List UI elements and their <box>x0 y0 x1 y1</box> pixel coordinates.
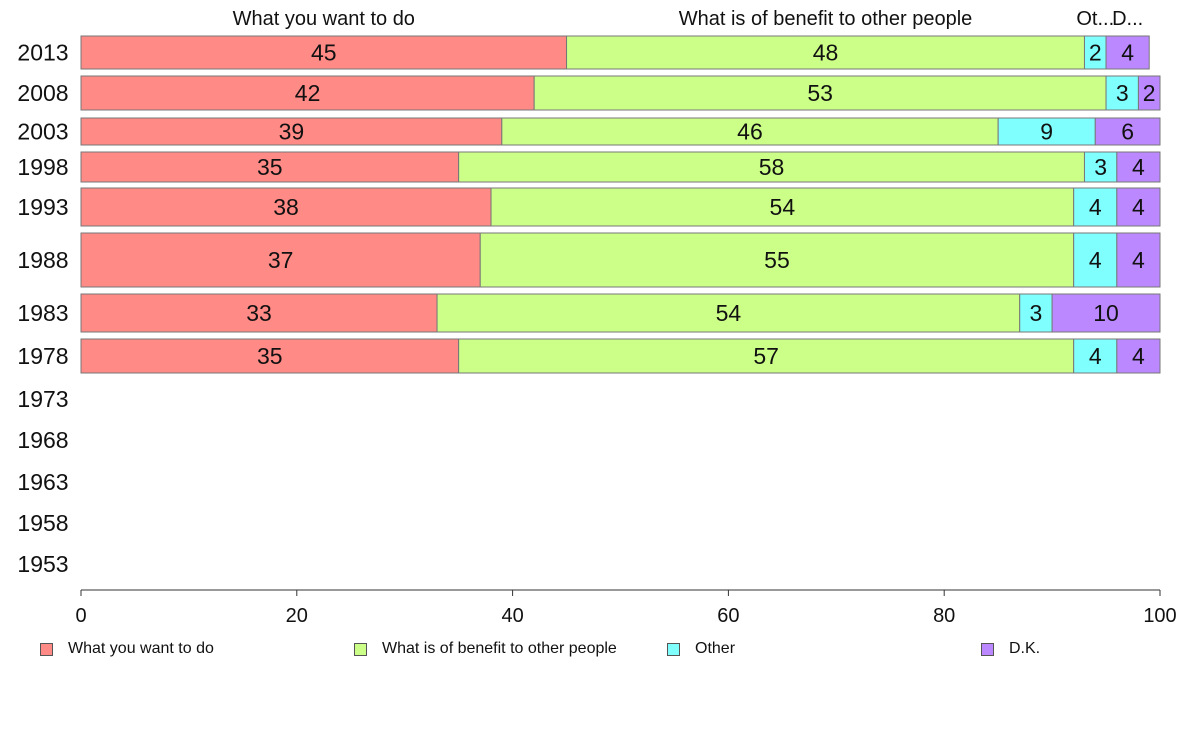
category-label: 1958 <box>17 510 68 536</box>
data-label: 53 <box>807 80 833 106</box>
bar-segment <box>566 35 1085 70</box>
data-label: 55 <box>764 247 790 273</box>
series-header: What is of benefit to other people <box>679 8 973 30</box>
data-label: 2 <box>1143 80 1156 106</box>
category-label: 1953 <box>17 551 68 577</box>
legend-label: Other <box>695 640 736 657</box>
category-label: 1998 <box>17 154 68 180</box>
bar-segment <box>1116 187 1161 227</box>
bar-segment <box>80 338 460 374</box>
bar-segment <box>80 35 568 70</box>
bar-segment <box>1116 151 1161 183</box>
x-tick-label: 40 <box>501 605 523 627</box>
bar-segment <box>80 75 535 111</box>
data-label: 33 <box>246 300 272 326</box>
data-label: 10 <box>1093 300 1119 326</box>
legend-label: What is of benefit to other people <box>382 640 617 657</box>
data-label: 4 <box>1132 343 1145 369</box>
data-label: 9 <box>1040 119 1053 145</box>
legend-swatch <box>981 642 994 656</box>
data-label: 2 <box>1089 40 1102 66</box>
data-label: 38 <box>273 194 299 220</box>
data-label: 4 <box>1132 247 1145 273</box>
legend-item: What is of benefit to other people <box>354 640 617 658</box>
legend-label: What you want to do <box>68 640 214 657</box>
data-label: 4 <box>1132 154 1145 180</box>
data-label: 3 <box>1094 154 1107 180</box>
x-tick-label: 20 <box>286 605 308 627</box>
category-label: 1978 <box>17 343 68 369</box>
bar-segment <box>80 151 460 183</box>
data-label: 3 <box>1116 80 1129 106</box>
category-label: 1988 <box>17 247 68 273</box>
bar-segment <box>1051 293 1161 333</box>
data-label: 4 <box>1089 343 1102 369</box>
bar-segment <box>997 117 1096 146</box>
data-label: 4 <box>1132 194 1145 220</box>
chart: What you want to do What is of benefit to… <box>17 8 1176 627</box>
data-label: 4 <box>1089 194 1102 220</box>
data-label: 4 <box>1121 40 1134 66</box>
bar-segment <box>1073 187 1118 227</box>
bar-segment <box>1073 338 1118 374</box>
data-label: 35 <box>257 154 283 180</box>
bar-segment <box>436 293 1021 333</box>
category-label: 2013 <box>17 40 68 66</box>
bar-segment <box>479 232 1075 288</box>
bar-segment <box>80 293 438 333</box>
legend-swatch <box>667 642 680 656</box>
category-label: 1983 <box>17 300 68 326</box>
bar-segment <box>458 338 1075 374</box>
legend-item: Other <box>667 640 735 658</box>
x-tick-label: 100 <box>1143 605 1176 627</box>
data-label: 37 <box>268 247 294 273</box>
bar-segment <box>458 151 1085 183</box>
series-header: Ot... <box>1076 8 1114 30</box>
bar-segment <box>80 117 503 146</box>
legend-swatch <box>40 642 53 656</box>
category-label: 1963 <box>17 469 68 495</box>
bar-segment <box>501 117 999 146</box>
bar-segment <box>533 75 1107 111</box>
category-label: 2008 <box>17 80 68 106</box>
data-label: 42 <box>295 80 321 106</box>
bar-segment <box>1073 232 1118 288</box>
category-label: 1993 <box>17 194 68 220</box>
legend-item: D.K. <box>981 640 1040 658</box>
data-label: 57 <box>753 343 779 369</box>
bar-segment <box>1116 338 1161 374</box>
legend: What you want to do What is of benefit to… <box>0 640 1188 670</box>
data-label: 6 <box>1121 119 1134 145</box>
data-label: 35 <box>257 343 283 369</box>
data-label: 54 <box>716 300 742 326</box>
data-label: 58 <box>759 154 785 180</box>
bar-segment <box>1105 75 1139 111</box>
bar-segment <box>1116 232 1161 288</box>
data-label: 3 <box>1030 300 1043 326</box>
legend-label: D.K. <box>1009 640 1041 657</box>
data-label: 46 <box>737 119 763 145</box>
data-label: 45 <box>311 40 337 66</box>
x-tick-label: 60 <box>717 605 739 627</box>
bar-segment <box>1094 117 1161 146</box>
category-label: 1968 <box>17 427 68 453</box>
data-label: 48 <box>813 40 839 66</box>
series-header: What you want to do <box>233 8 415 30</box>
data-label: 39 <box>279 119 305 145</box>
data-label: 4 <box>1089 247 1102 273</box>
x-tick-label: 0 <box>75 605 86 627</box>
legend-swatch <box>354 642 367 656</box>
series-header: D... <box>1112 8 1143 30</box>
bar-segment <box>1105 35 1150 70</box>
category-label: 2003 <box>17 119 68 145</box>
bar-segment <box>1083 151 1118 183</box>
data-label: 54 <box>770 194 796 220</box>
x-tick-label: 80 <box>933 605 955 627</box>
legend-item: What you want to do <box>40 640 214 658</box>
category-label: 1973 <box>17 386 68 412</box>
bar-segment <box>1137 75 1161 111</box>
